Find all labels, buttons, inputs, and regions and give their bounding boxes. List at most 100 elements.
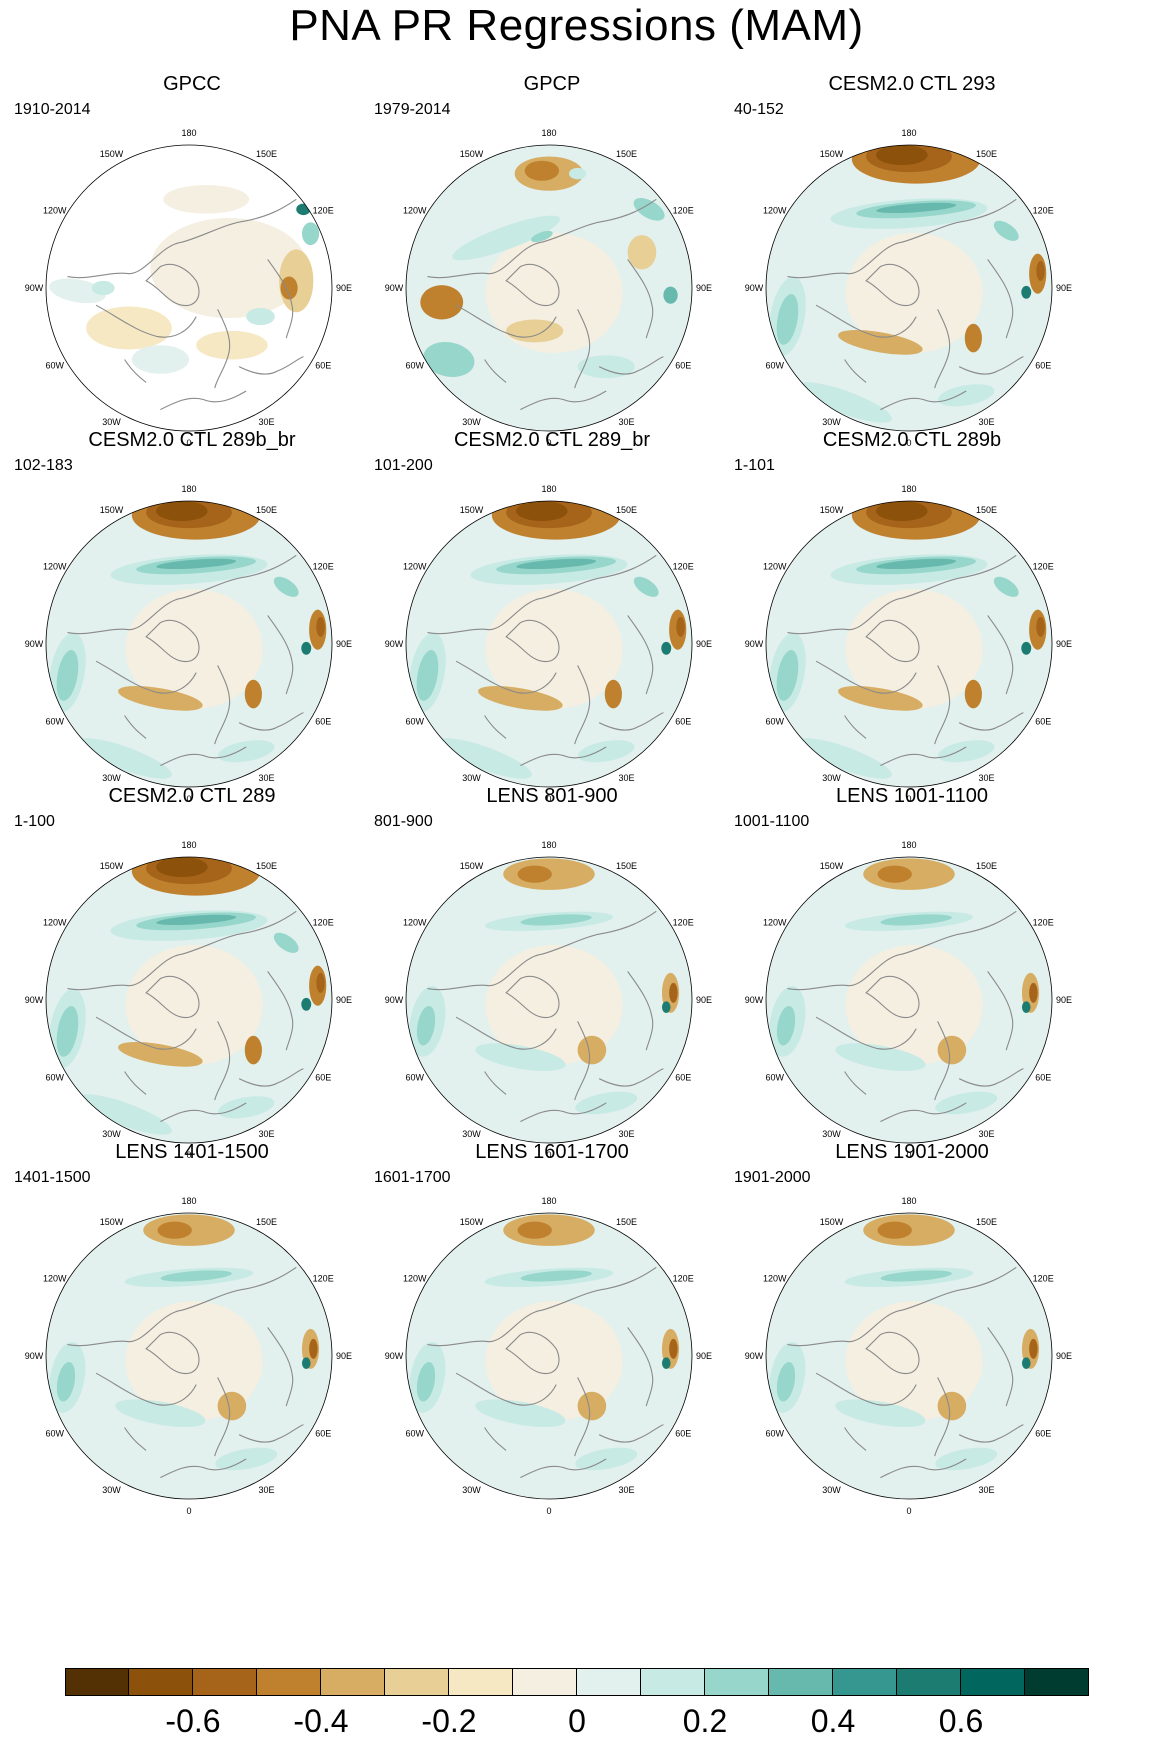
meridian-label: 60E <box>1035 1073 1051 1083</box>
map-boundary <box>765 500 1053 788</box>
anomaly-blob <box>163 185 250 214</box>
anomaly-blob <box>937 384 995 407</box>
colorbar-segment <box>577 1668 641 1696</box>
meridian-label: 0 <box>186 438 191 448</box>
meridian-label: 90W <box>385 995 404 1005</box>
coastline <box>934 1021 951 1101</box>
map-boundary <box>765 856 1053 1144</box>
coastline <box>484 359 507 383</box>
map-field <box>406 1213 692 1499</box>
colorbar-segment <box>833 1668 897 1696</box>
meridian-label: 120E <box>313 206 334 216</box>
anomaly-blob <box>575 1447 638 1471</box>
anomaly-blob <box>416 1361 436 1402</box>
colorbar <box>65 1668 1089 1696</box>
anomaly-blob <box>517 865 552 883</box>
meridian-label: 60E <box>675 717 691 727</box>
anomaly-blob <box>663 286 678 304</box>
meridian-label: 90E <box>336 283 352 293</box>
panel-title: GPCP <box>523 73 581 95</box>
meridian-label: 30W <box>822 1129 841 1139</box>
map-boundary <box>45 856 333 1144</box>
meridian-label: 90W <box>25 639 44 649</box>
polar-map: 180 150E 120E 90E 60E 30E 0 30W 60W 90W 120W 150W <box>745 1196 1072 1516</box>
coastline <box>267 1327 294 1407</box>
meridian-label: 120E <box>313 562 334 572</box>
coastline <box>427 198 657 279</box>
meridian-label: 30E <box>978 417 994 427</box>
anomaly-blob <box>131 345 189 374</box>
anomaly-blob <box>520 1270 592 1282</box>
meridian-label: 60E <box>315 361 331 371</box>
panel-title: CESM2.0 CTL 289b <box>822 429 1002 451</box>
anomaly-blob <box>517 1221 552 1239</box>
meridian-label: 120W <box>763 918 787 928</box>
anomaly-blob <box>1029 982 1038 1003</box>
coastline <box>574 1377 591 1457</box>
meridian-label: 150E <box>976 505 997 515</box>
coastline <box>865 619 920 663</box>
colorbar-segment <box>705 1668 769 1696</box>
panel-years: 1910-2014 <box>14 101 91 118</box>
meridian-label: 150E <box>976 1217 997 1227</box>
anomaly-blob <box>993 220 1019 241</box>
coastline <box>124 359 147 383</box>
anomaly-blob <box>475 1399 566 1427</box>
anomaly-blob <box>118 685 203 711</box>
anomaly-blob <box>56 1006 79 1057</box>
anomaly-blob <box>56 1361 76 1402</box>
coastline <box>627 971 654 1051</box>
meridian-label: 90E <box>336 639 352 649</box>
colorbar-tick-label: 0.2 <box>682 1703 728 1739</box>
anomaly-blob <box>577 355 635 379</box>
map-boundary <box>405 856 693 1144</box>
coastline <box>267 615 294 695</box>
anomaly-blob <box>876 145 928 166</box>
coastline <box>574 665 591 745</box>
anomaly-blob <box>244 1035 262 1065</box>
meridian-label: 60E <box>675 1073 691 1083</box>
coastline <box>844 1071 867 1095</box>
colorbar-segment <box>193 1668 257 1696</box>
map-boundary <box>45 500 333 788</box>
anomaly-blob <box>49 278 106 304</box>
colorbar-segment <box>641 1668 705 1696</box>
meridian-label: 150E <box>616 505 637 515</box>
anomaly-blob <box>156 914 237 926</box>
coastline <box>520 746 607 767</box>
coastline <box>520 390 607 411</box>
meridian-label: 30W <box>102 773 121 783</box>
coastline <box>844 715 867 739</box>
coastline <box>958 712 1024 731</box>
anomaly-blob <box>420 285 464 320</box>
anomaly-blob <box>475 1043 566 1071</box>
anomaly-blob <box>1029 1338 1038 1359</box>
coastline <box>627 615 654 695</box>
map-panel: CESM2.0 CTL 289_br 180 150E 120E 90E 60E 30E 0 3… <box>372 428 732 823</box>
meridian-label: 150E <box>976 861 997 871</box>
map-panel: CESM2.0 CTL 289b 180 150E 120E 90E 60E 30E 0 30W… <box>732 428 1092 823</box>
meridian-label: 180 <box>541 484 556 494</box>
coastline <box>505 1331 560 1375</box>
anomaly-blob <box>669 982 678 1003</box>
map-field <box>46 857 332 1143</box>
meridian-label: 180 <box>541 1196 556 1206</box>
meridian-label: 90E <box>336 1351 352 1361</box>
map-field <box>766 857 1052 1143</box>
anomaly-blob <box>301 997 312 1011</box>
meridian-label: 60W <box>766 1429 785 1439</box>
meridian-label: 180 <box>181 128 196 138</box>
meridian-label: 30E <box>618 773 634 783</box>
anomaly-blob <box>877 865 912 883</box>
anomaly-blob <box>217 1096 275 1119</box>
polar-map: 180 150E 120E 90E 60E 30E 0 30W 60W 90W 120W 150W <box>385 484 712 804</box>
coastline <box>145 975 200 1019</box>
meridian-label: 0 <box>546 794 551 804</box>
coastline <box>627 259 654 339</box>
anomaly-blob <box>309 1338 318 1359</box>
anomaly-blob <box>156 558 237 570</box>
coastline <box>455 1372 557 1406</box>
anomaly-blob <box>877 1221 912 1239</box>
anomaly-blob <box>776 294 799 345</box>
meridian-label: 30E <box>978 1485 994 1495</box>
